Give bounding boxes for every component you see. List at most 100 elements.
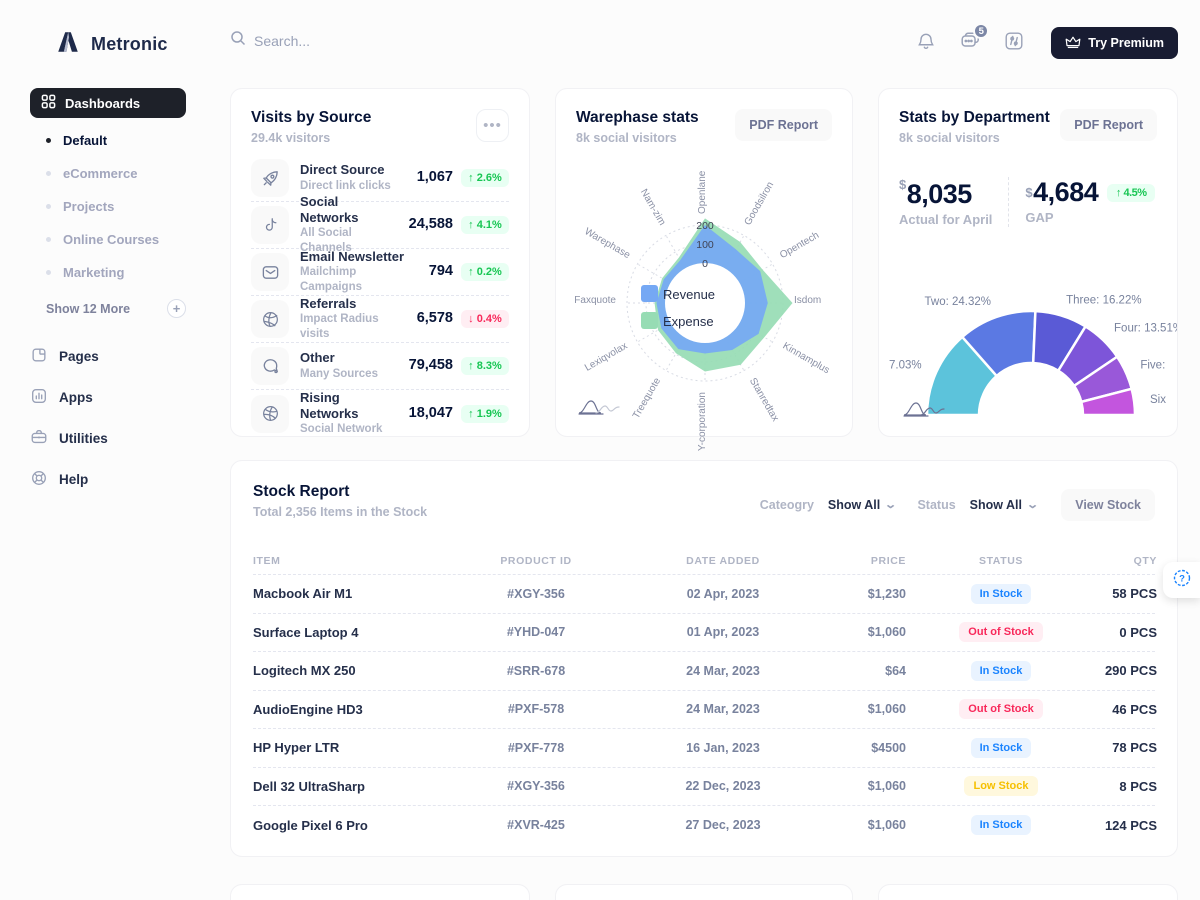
source-name: Referrals (300, 295, 357, 311)
cell-product-id: #YHD-047 (506, 625, 566, 640)
sidebar-item-utilities[interactable]: Utilities (30, 418, 186, 459)
status-badge: In Stock (970, 815, 1032, 836)
visit-source-row[interactable]: Social Networks All Social Channels 24,5… (251, 194, 509, 254)
sidebar-item-dashboards[interactable]: Dashboards (30, 88, 186, 118)
visit-source-row[interactable]: Other Many Sources 79,458 ↑ 8.3% (251, 343, 509, 390)
visit-source-row[interactable]: Direct Source Direct link clicks 1,067 ↑ … (251, 155, 509, 202)
partial-card (555, 884, 853, 900)
status-filter-select[interactable]: Show All ⌄ (969, 498, 1040, 512)
sidebar-item-label: Utilities (59, 431, 108, 446)
actual-stat: $8,035 Actual for April (899, 177, 992, 227)
ellipsis-icon: ••• (483, 117, 502, 134)
sidebar-item-projects[interactable]: Projects (30, 190, 186, 223)
search-bar[interactable] (230, 30, 490, 51)
radar-indicator-label: Y-corporation (697, 392, 708, 451)
cell-item: Dell 32 UltraSharp (253, 778, 365, 794)
status-filter-label: Status (917, 498, 956, 512)
currency-sign: $ (1025, 185, 1033, 200)
search-icon (230, 30, 246, 51)
category-filter-select[interactable]: Show All ⌄ (827, 498, 898, 512)
table-row[interactable]: Google Pixel 6 Pro #XVR-425 27 Dec, 2023… (253, 806, 1157, 845)
visits-card-title: Visits by Source (251, 109, 372, 126)
source-description: Social Network (300, 423, 383, 436)
visits-by-source-card: Visits by Source 29.4k visitors ••• Dire… (230, 88, 530, 437)
source-description: Mailchimp Campaigns (300, 266, 362, 294)
bullet-icon (46, 270, 51, 275)
column-header: PRODUCT ID (500, 554, 572, 567)
try-premium-button[interactable]: Try Premium (1051, 27, 1178, 59)
settings-button[interactable] (1001, 30, 1027, 56)
help-icon (30, 469, 48, 490)
pdf-report-button[interactable]: PDF Report (1060, 109, 1157, 141)
radar-indicator-label: Isdom (794, 295, 821, 306)
bullet-icon (46, 237, 51, 242)
dept-card-title: Stats by Department (899, 109, 1050, 126)
cell-date-added: 16 Jan, 2023 (686, 740, 760, 755)
top-bar: Metronic 5 Try Premium (0, 0, 1200, 86)
grid-icon (41, 94, 56, 112)
bullet-icon (46, 204, 51, 209)
visit-source-row[interactable]: Email Newsletter Mailchimp Campaigns 794… (251, 249, 509, 296)
visit-source-row[interactable]: Rising Networks Social Network 18,047 ↑ 1… (251, 390, 509, 437)
partial-card (878, 884, 1178, 900)
radar-indicator-label: Faxquote (574, 295, 616, 306)
source-description: Direct link clicks (300, 179, 391, 192)
sliders-icon (1003, 30, 1025, 57)
sidebar: Dashboards Default eCommerce Projects Onlin… (30, 88, 186, 500)
sidebar-item-ecommerce[interactable]: eCommerce (30, 157, 186, 190)
help-floating-button[interactable]: ? (1163, 562, 1200, 598)
source-value: 18,047 ↑ 1.9% (409, 404, 509, 423)
gauge-label: Five: (1140, 360, 1165, 372)
sparkline-icon (903, 399, 945, 422)
partial-card (230, 884, 530, 900)
sidebar-item-help[interactable]: Help (30, 459, 186, 500)
status-badge: In Stock (970, 737, 1032, 758)
table-row[interactable]: Surface Laptop 4 #YHD-047 01 Apr, 2023 $… (253, 614, 1157, 652)
radar-indicator-label: Kinnamplus (781, 341, 832, 377)
visit-source-row[interactable]: Referrals Impact Radius visits 6,578 ↓ 0.… (251, 296, 509, 343)
sidebar-sub-menu: Default eCommerce Projects Online Courses Ma… (30, 124, 186, 289)
source-description: Impact Radius visits (300, 313, 379, 341)
cell-qty: 290 PCS (1104, 663, 1157, 679)
view-stock-button[interactable]: View Stock (1061, 489, 1155, 521)
source-value: 1,067 ↑ 2.6% (417, 169, 509, 187)
gap-value: 4,684 (1033, 177, 1099, 207)
cell-product-id: #PXF-778 (507, 740, 565, 755)
notifications-button[interactable] (913, 30, 939, 56)
sidebar-item-marketing[interactable]: Marketing (30, 256, 186, 289)
source-name: Direct Source (300, 162, 385, 178)
radar-indicator-label: Lexiqvolax (583, 341, 629, 374)
metronic-logo-icon (55, 29, 81, 60)
sidebar-item-online-courses[interactable]: Online Courses (30, 223, 186, 256)
sidebar-item-pages[interactable]: Pages (30, 336, 186, 377)
sidebar-item-default[interactable]: Default (30, 124, 186, 157)
table-row[interactable]: Macbook Air M1 #XGY-356 02 Apr, 2023 $1,… (253, 575, 1157, 614)
table-row[interactable]: AudioEngine HD3 #PXF-578 24 Mar, 2023 $1… (253, 691, 1157, 729)
cell-qty: 124 PCS (1104, 817, 1157, 833)
chat-icon (251, 347, 289, 385)
radar-indicator-label: Treequote (631, 376, 663, 421)
sidebar-item-apps[interactable]: Apps (30, 377, 186, 418)
gap-label: GAP (1025, 210, 1054, 225)
table-row[interactable]: Logitech MX 250 #SRR-678 24 Mar, 2023 $6… (253, 652, 1157, 691)
search-input[interactable] (254, 32, 454, 49)
pdf-report-button[interactable]: PDF Report (735, 109, 832, 141)
table-row[interactable]: HP Hyper LTR #PXF-778 16 Jan, 2023 $4500… (253, 729, 1157, 768)
question-badge-icon: ? (1172, 568, 1192, 593)
card-menu-button[interactable]: ••• (476, 109, 509, 142)
table-row[interactable]: Dell 32 UltraSharp #XGY-356 22 Dec, 2023… (253, 768, 1157, 806)
source-value: 79,458 ↑ 8.3% (409, 357, 509, 375)
change-badge: ↑ 8.3% (461, 357, 509, 375)
pages-icon (30, 346, 48, 367)
legend-label: Expense (663, 314, 714, 329)
table-header-row: ITEM PRODUCT ID DATE ADDED PRICE STATUS QTY (253, 547, 1156, 575)
logo[interactable]: Metronic (55, 29, 168, 60)
gauge-label: 7.03% (889, 360, 922, 372)
change-badge: ↑ 4.1% (461, 216, 509, 234)
column-header: STATUS (978, 554, 1024, 567)
sidebar-item-label: Pages (59, 349, 99, 364)
apps-icon (30, 387, 48, 408)
show-more-label: Show 12 More (46, 301, 131, 316)
sidebar-show-more[interactable]: Show 12 More + (30, 289, 186, 328)
chat-button[interactable]: 5 (957, 23, 990, 56)
